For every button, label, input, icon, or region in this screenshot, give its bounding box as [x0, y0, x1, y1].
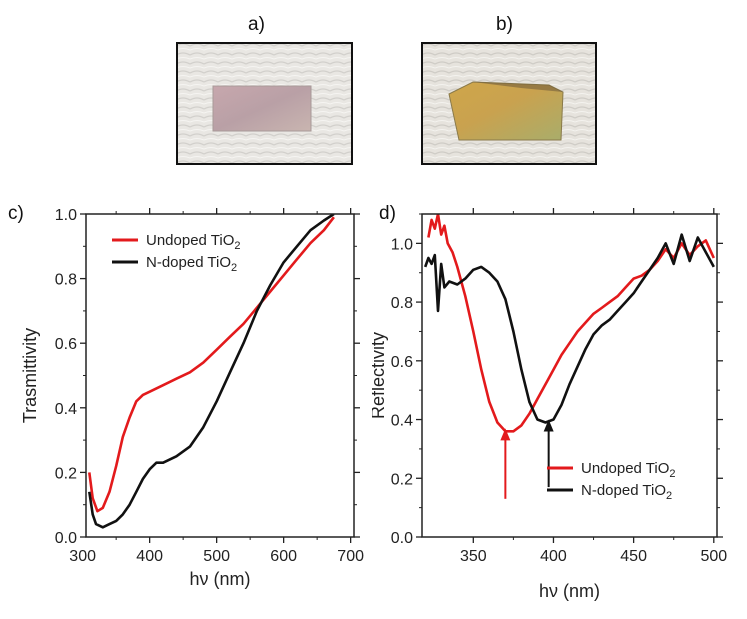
x-tick-label: 500	[700, 548, 727, 565]
x-tick-label: 400	[136, 548, 163, 565]
legend-label-undoped: Undoped TiO2	[146, 232, 241, 252]
series-line-undoped	[88, 216, 335, 513]
y-tick-label: 0.8	[55, 272, 77, 289]
legend-subscript: 2	[234, 240, 240, 252]
x-tick-label: 400	[540, 548, 567, 565]
panel-label-d: d)	[379, 203, 396, 224]
y-tick-label: 0.6	[55, 336, 77, 353]
legend-subscript: 2	[669, 468, 675, 480]
y-tick-label: 0.4	[391, 413, 413, 430]
panel-label-a: a)	[248, 14, 265, 35]
x-tick-label: 300	[69, 548, 96, 565]
y-tick-label: 0.4	[55, 401, 77, 418]
x-tick-label: 700	[337, 548, 364, 565]
photo-ndoped-sample	[421, 42, 597, 165]
y-axis-label: Trasmittivity	[20, 328, 40, 423]
photo-undoped-sample	[176, 42, 353, 165]
x-axis-label: hν (nm)	[539, 581, 600, 601]
legend-label-undoped: Undoped TiO2	[581, 460, 676, 480]
legend-label-ndoped: N-doped TiO2	[581, 482, 672, 502]
y-tick-label: 1.0	[55, 207, 77, 224]
panel-label-b: b)	[496, 14, 513, 35]
chart-reflectivity: 350 400 450 500 0.0 0.2 0.4 0.6 0.8 1.0 hν (nm) Ref…	[372, 208, 727, 601]
x-tick-label: 450	[620, 548, 647, 565]
x-tick-label: 600	[270, 548, 297, 565]
series-line-ndoped	[88, 214, 335, 529]
x-axis-label: hν (nm)	[189, 569, 250, 589]
y-tick-label: 0.0	[55, 530, 77, 547]
x-tick-label: 500	[203, 548, 230, 565]
y-tick-label: 0.2	[55, 465, 77, 482]
chart-transmittivity: 300 400 500 600 700 0.0 0.2 0.4 0.6 0.8 1.0 hν (nm)…	[20, 207, 364, 589]
y-axis-label: Reflectivity	[372, 332, 388, 419]
legend-subscript: 2	[666, 490, 672, 502]
plot-frame	[421, 213, 718, 538]
panel-label-c: c)	[8, 203, 24, 224]
x-tick-label: 350	[460, 548, 487, 565]
y-tick-label: 0.6	[391, 354, 413, 371]
arrow-head	[500, 428, 511, 441]
legend-subscript: 2	[231, 262, 237, 274]
y-tick-label: 0.8	[391, 295, 413, 312]
arrow-head	[543, 419, 554, 432]
series-line-ndoped	[423, 233, 715, 424]
series-line-undoped	[427, 214, 715, 433]
legend-label-ndoped: N-doped TiO2	[146, 254, 237, 274]
y-tick-label: 0.0	[391, 530, 413, 547]
y-tick-label: 1.0	[391, 236, 413, 253]
y-tick-label: 0.2	[391, 471, 413, 488]
